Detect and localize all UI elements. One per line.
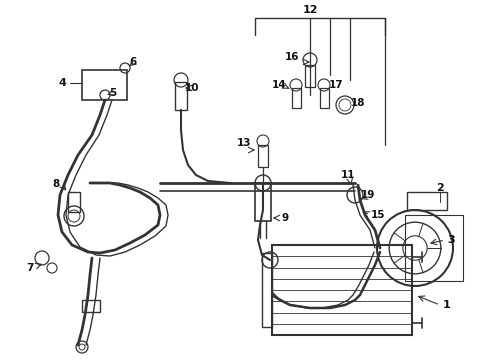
Text: 3: 3 — [446, 235, 454, 245]
Text: 19: 19 — [360, 190, 374, 200]
Text: 6: 6 — [129, 57, 136, 67]
Text: 2: 2 — [435, 183, 443, 193]
Text: 10: 10 — [184, 83, 199, 93]
Text: 16: 16 — [284, 52, 299, 62]
Bar — [82, 70, 127, 100]
Bar — [305, 65, 314, 87]
Bar — [254, 183, 270, 221]
Text: 13: 13 — [236, 138, 251, 148]
Bar — [175, 82, 186, 110]
Bar — [262, 253, 271, 327]
Text: 1: 1 — [442, 300, 450, 310]
Bar — [68, 192, 80, 212]
Text: 11: 11 — [340, 170, 354, 180]
Text: 8: 8 — [52, 179, 60, 189]
Text: 14: 14 — [271, 80, 286, 90]
Text: 15: 15 — [370, 210, 385, 220]
Bar — [82, 300, 100, 312]
Bar — [319, 88, 328, 108]
Text: 4: 4 — [58, 78, 66, 88]
Bar — [404, 215, 462, 281]
Text: 18: 18 — [350, 98, 365, 108]
Text: 17: 17 — [328, 80, 343, 90]
Bar — [271, 245, 411, 335]
Bar — [406, 192, 446, 210]
Bar — [258, 145, 267, 167]
Text: 12: 12 — [302, 5, 317, 15]
Text: 5: 5 — [109, 88, 116, 98]
Text: 7: 7 — [26, 263, 34, 273]
Bar — [291, 88, 301, 108]
Text: 9: 9 — [281, 213, 288, 223]
